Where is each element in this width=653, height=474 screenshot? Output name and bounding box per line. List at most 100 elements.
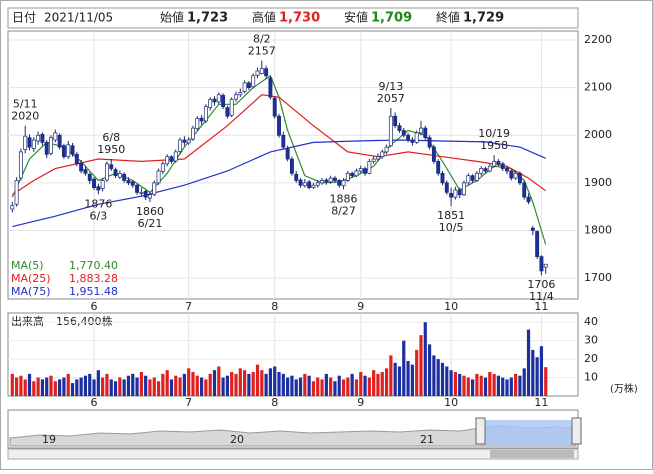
candle-body (53, 132, 58, 141)
volume-bar (264, 373, 268, 396)
volume-bar (161, 373, 165, 396)
annotation-price: 1876 (84, 197, 112, 210)
x-tick-label: 6 (91, 300, 98, 313)
volume-bar (324, 373, 328, 396)
volume-bar (488, 372, 492, 396)
volume-bar (187, 368, 191, 396)
candle-body (427, 137, 432, 148)
volume-bar (341, 379, 346, 396)
scrollbar[interactable] (7, 448, 579, 460)
annotation-date: 6/21 (138, 217, 163, 230)
volume-bar (49, 375, 53, 396)
volume-bar (544, 367, 548, 396)
x-tick-label: 10 (444, 300, 458, 313)
candle-body (44, 142, 49, 155)
volume-bar (251, 372, 255, 396)
volume-bar (62, 377, 66, 396)
volume-bar (458, 373, 462, 396)
candle-body (462, 182, 466, 196)
candle-body (203, 106, 208, 122)
navigator-selection[interactable] (484, 420, 572, 446)
volume-bar (432, 355, 436, 396)
candle-body (436, 161, 441, 174)
candle-body (79, 162, 84, 172)
candle-body (268, 77, 273, 98)
candle-body (109, 164, 114, 169)
volume-bar (372, 370, 376, 396)
volume-bar (221, 377, 225, 396)
volume-bar (268, 368, 273, 396)
candle-body (191, 127, 195, 140)
candle-body (242, 82, 247, 92)
open: 1,723 (187, 11, 228, 26)
x-tick-label: 11 (534, 300, 548, 313)
candle-body (457, 189, 462, 196)
volume-bar (208, 373, 212, 396)
volume-bar (195, 375, 199, 396)
volume-bar (36, 377, 40, 396)
x-tick-label: 9 (357, 300, 364, 313)
volume-bar (135, 377, 139, 396)
volume-label-bg (9, 314, 119, 328)
high-label: 高値 (252, 10, 276, 25)
candle-body (70, 145, 75, 155)
candle-body (371, 158, 376, 162)
candle-body (337, 180, 342, 186)
annotation-date: 6/8 (102, 131, 120, 144)
volume-bar (539, 346, 544, 396)
navigator-label: 20 (230, 433, 244, 446)
candle-body (182, 139, 187, 143)
candle-body (83, 169, 88, 174)
candle-body (500, 163, 505, 169)
volume-bar (23, 379, 27, 396)
y-tick-label: 1800 (584, 223, 612, 236)
candle-body (117, 172, 122, 178)
annotation-date: 11/4 (529, 290, 554, 303)
volume-bar (462, 375, 466, 396)
volume-bar (126, 375, 131, 396)
volume-bar (105, 373, 109, 396)
candle-body (384, 146, 389, 153)
ma-line (11, 94, 547, 196)
navigator-handle-right[interactable] (571, 417, 582, 445)
volume-bar (286, 377, 290, 396)
volume-bar (303, 373, 307, 396)
candle-body (87, 173, 92, 181)
candle-body (264, 68, 269, 77)
candle-body (251, 75, 256, 88)
candle-body (31, 139, 36, 149)
candle-body (122, 173, 127, 181)
volume-bar (298, 377, 303, 396)
candle-body (397, 125, 402, 131)
candle-body (208, 99, 213, 108)
volume-bar (509, 377, 513, 396)
candle-body (496, 161, 501, 165)
candle-body (113, 169, 118, 177)
candle-body (135, 184, 140, 193)
volume-bar (113, 381, 118, 396)
candle-body (18, 151, 23, 179)
candle-body (419, 127, 423, 134)
volume-bar (311, 381, 316, 396)
candle-body (221, 94, 226, 108)
candle-body (522, 182, 527, 198)
candle-body (281, 134, 286, 148)
navigator-handle-left[interactable] (475, 417, 486, 445)
x-tick-label: 7 (185, 300, 192, 313)
volume-bar (393, 362, 397, 396)
volume-bar (316, 377, 320, 396)
volume-bar (522, 368, 526, 396)
candle-body (388, 115, 393, 147)
scrollbar-thumb[interactable] (490, 450, 574, 458)
candle-body (152, 182, 157, 195)
volume-bar (354, 379, 359, 396)
volume-bar (199, 377, 204, 396)
candle-body (57, 134, 62, 148)
volume-bar (144, 375, 148, 396)
volume-bar (217, 366, 221, 396)
candle-body (272, 97, 277, 117)
date-label: 日付 (12, 11, 36, 25)
volume-bar (397, 366, 402, 396)
volume-bar (70, 383, 75, 396)
volume-unit: (万株) (610, 382, 638, 395)
